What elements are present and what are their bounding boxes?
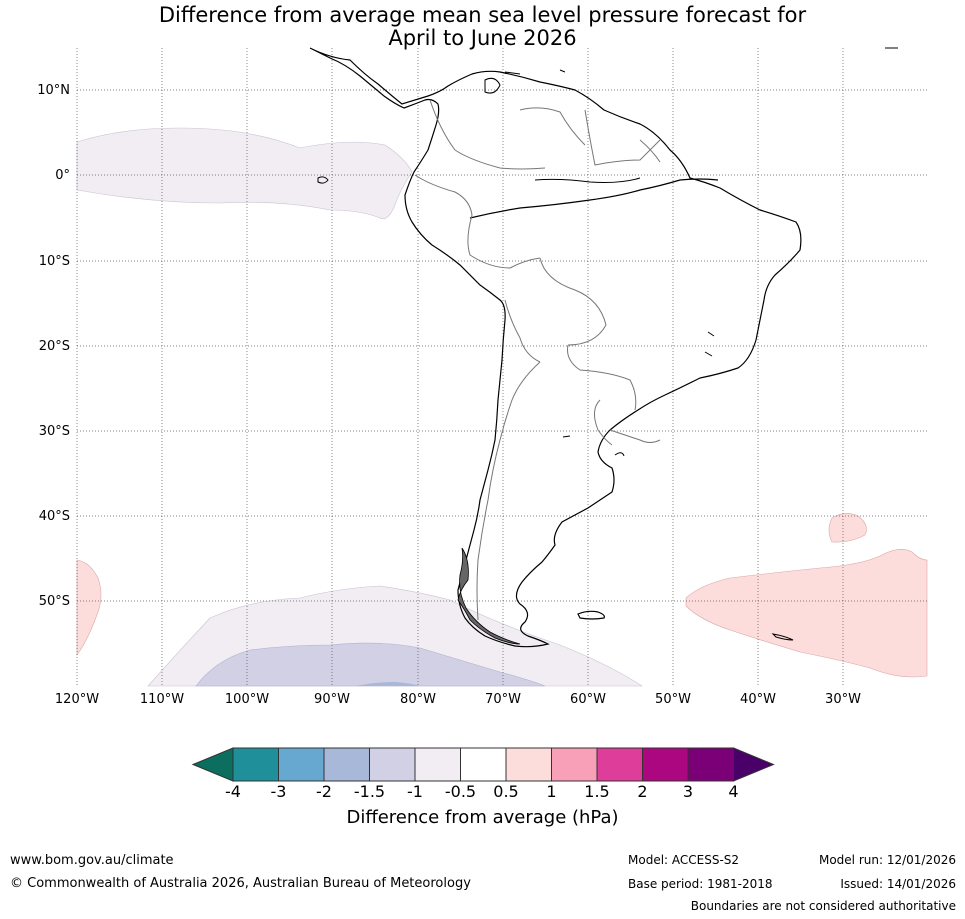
lon-label-50w: 50°W xyxy=(655,692,691,707)
lon-label-90w: 90°W xyxy=(314,692,350,707)
anomaly-region-plus-half-east xyxy=(685,548,928,678)
colorbar-cell xyxy=(232,747,279,782)
colorbar-tick-label: 3 xyxy=(682,782,694,801)
colorbar-tick-label: 0.5 xyxy=(493,782,519,801)
colorbar-tick-label: 2 xyxy=(637,782,648,801)
lon-label-30w: 30°W xyxy=(825,692,861,707)
colorbar-cell xyxy=(551,747,598,782)
colorbar-cell xyxy=(323,747,370,782)
lon-label-120w: 120°W xyxy=(54,692,100,707)
chile-fjords xyxy=(457,547,521,645)
colorbar-cell xyxy=(687,747,734,782)
falkland-islands xyxy=(577,610,605,620)
colorbar-cell xyxy=(414,747,461,782)
title-line-1: Difference from average mean sea level p… xyxy=(158,3,807,27)
south-georgia xyxy=(771,633,794,641)
amazon-river xyxy=(469,178,719,219)
south-america-coastline xyxy=(309,47,802,648)
colorbar-cell xyxy=(369,747,416,782)
anomaly-region-plus-half-east-small xyxy=(828,513,867,543)
title-line-2: April to June 2026 xyxy=(388,26,577,50)
colorbar-tick-label: -1.5 xyxy=(353,782,386,801)
colorbar-cell xyxy=(596,747,643,782)
lon-label-110w: 110°W xyxy=(139,692,185,707)
lat-label-40s: 40°S xyxy=(38,509,70,524)
anomaly-region-minus-half-north xyxy=(76,127,413,219)
colorbar-cell xyxy=(278,747,325,782)
footer-copyright: © Commonwealth of Australia 2026, Austra… xyxy=(10,876,471,891)
colorbar-tick-label: 1 xyxy=(546,782,557,801)
anomaly-region-minus-one-south xyxy=(195,642,546,687)
lakes xyxy=(562,331,715,457)
colorbar-tick-label: -2 xyxy=(316,782,332,801)
lat-label-10s: 10°S xyxy=(38,254,70,269)
lat-label-30s: 30°S xyxy=(38,424,70,439)
lon-label-80w: 80°W xyxy=(400,692,436,707)
lon-label-100w: 100°W xyxy=(224,692,270,707)
orinoco-river xyxy=(534,177,641,183)
map-title: Difference from average mean sea level p… xyxy=(0,4,965,50)
caribbean-islands xyxy=(317,47,898,184)
lon-gridlines xyxy=(76,48,844,686)
anomaly-region-plus-half-west xyxy=(76,559,102,656)
colorbar-tick-label: -1 xyxy=(407,782,423,801)
colorbar xyxy=(191,747,775,782)
lat-label-10n: 10°N xyxy=(37,83,70,98)
anomaly-region-minus-onehalf-south xyxy=(355,682,420,686)
colorbar-tick-label: 4 xyxy=(728,782,739,801)
colorbar-tick-label: -4 xyxy=(225,782,241,801)
footer-disclaimer: Boundaries are not considered authoritat… xyxy=(690,899,956,913)
footer-model: Model: ACCESS-S2 xyxy=(628,853,740,867)
footer-base-period: Base period: 1981-2018 xyxy=(628,877,773,891)
colorbar-tick-label: -3 xyxy=(270,782,287,801)
lat-label-50s: 50°S xyxy=(38,594,70,609)
lat-gridlines xyxy=(77,89,927,602)
colorbar-cell xyxy=(505,747,552,782)
lon-label-40w: 40°W xyxy=(740,692,776,707)
colorbar-cell xyxy=(642,747,689,782)
colorbar-tick-label: 1.5 xyxy=(584,782,610,801)
lat-label-0: 0° xyxy=(55,168,70,183)
lon-label-60w: 60°W xyxy=(570,692,606,707)
colorbar-extend-max xyxy=(733,747,775,782)
colorbar-title: Difference from average (hPa) xyxy=(346,807,619,828)
footer-issued: Issued: 14/01/2026 xyxy=(840,877,956,891)
country-borders xyxy=(414,99,661,621)
lat-label-20s: 20°S xyxy=(38,339,70,354)
colorbar-extend-min xyxy=(191,747,234,782)
footer-model-run: Model run: 12/01/2026 xyxy=(818,853,956,867)
lon-label-70w: 70°W xyxy=(485,692,521,707)
footer-url: www.bom.gov.au/climate xyxy=(10,853,174,868)
colorbar-tick-label: -0.5 xyxy=(444,782,477,801)
colorbar-cell xyxy=(460,747,507,782)
